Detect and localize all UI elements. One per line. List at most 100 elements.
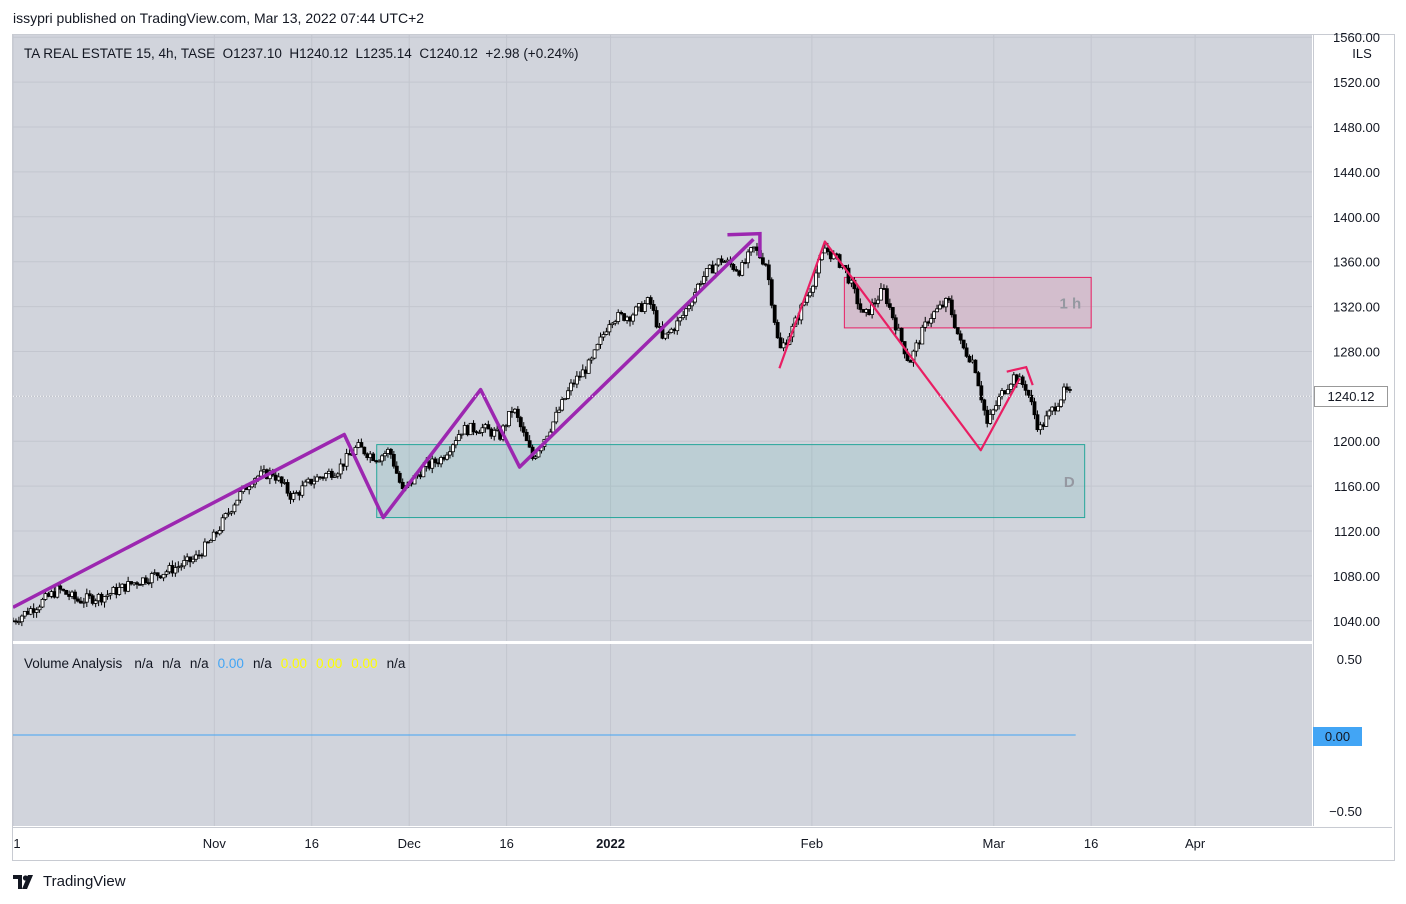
price-tick-label: 1520.00 xyxy=(1333,75,1380,90)
candle-body xyxy=(380,455,384,462)
candle-body xyxy=(135,582,139,585)
symbol-legend: TA REAL ESTATE 15, 4h, TASE O1237.10 H12… xyxy=(24,46,578,61)
candle-body xyxy=(211,531,216,541)
candle-body xyxy=(282,482,287,484)
candle-body xyxy=(504,425,508,428)
candle-body xyxy=(247,486,252,491)
candle-body xyxy=(489,428,494,437)
legend-close: C1240.12 xyxy=(419,46,478,61)
candle-body xyxy=(781,342,786,349)
candle-body xyxy=(167,565,172,573)
candle-body xyxy=(642,303,647,312)
candle-body xyxy=(814,272,818,287)
price-scale[interactable] xyxy=(1313,35,1393,826)
legend-low: L1235.14 xyxy=(355,46,412,61)
candle-body xyxy=(108,593,113,596)
candle-body xyxy=(622,313,627,321)
candle-body xyxy=(929,318,934,324)
candle-body xyxy=(985,409,990,424)
candle-body xyxy=(887,303,892,308)
candle-body xyxy=(1020,376,1025,385)
candle-body xyxy=(123,583,128,592)
candle-body xyxy=(766,264,771,281)
candle-body xyxy=(149,573,154,584)
volume-legend: Volume Analysis n/a n/a n/a 0.00 n/a 0.00 0.00 0… xyxy=(24,656,423,671)
candle-body xyxy=(1050,406,1055,412)
zone-box xyxy=(376,444,1086,519)
candle-body xyxy=(873,302,877,305)
candle-body xyxy=(616,312,621,322)
candle-body xyxy=(867,309,872,315)
candle-body xyxy=(300,485,305,496)
candle-body xyxy=(25,610,30,615)
candle-body xyxy=(442,457,446,460)
candle-body xyxy=(341,463,346,467)
volume-value-label: 0.00 xyxy=(1313,727,1362,746)
candle-body xyxy=(49,591,54,597)
candle-body xyxy=(58,585,63,590)
candle-body xyxy=(164,571,169,575)
candle-body xyxy=(1044,415,1049,427)
candle-body xyxy=(876,299,880,304)
candle-body xyxy=(1068,389,1072,391)
candle-body xyxy=(899,327,904,342)
candle-body xyxy=(648,297,653,305)
candle-body xyxy=(205,541,210,544)
candle-body xyxy=(76,598,80,602)
candle-body xyxy=(861,309,866,313)
candle-body xyxy=(386,448,390,454)
candle-body xyxy=(194,554,198,560)
candle-body xyxy=(896,327,901,331)
volume-legend-value: 0.00 xyxy=(351,656,378,671)
candle-body xyxy=(111,587,116,594)
candle-body xyxy=(737,270,742,276)
trend-line-purple-trend xyxy=(13,237,755,609)
candle-body xyxy=(589,357,594,361)
candle-body xyxy=(955,327,960,335)
candle-body xyxy=(312,480,317,485)
volume-legend-value: 0.00 xyxy=(316,656,343,671)
candle-body xyxy=(324,473,328,479)
candle-body xyxy=(769,279,774,306)
footer-brand[interactable]: TradingView xyxy=(13,873,126,890)
candle-body xyxy=(388,448,393,455)
candle-body xyxy=(713,264,718,274)
main-plot-group xyxy=(13,35,1312,641)
candle-body xyxy=(645,297,650,305)
price-tick-label: 1440.00 xyxy=(1333,165,1380,180)
candle-body xyxy=(961,339,966,349)
price-tick-label: 1320.00 xyxy=(1333,300,1380,315)
candle-body xyxy=(991,409,996,415)
candle-body xyxy=(232,504,237,513)
candle-body xyxy=(926,321,931,324)
candle-body xyxy=(105,594,110,597)
candle-body xyxy=(808,291,813,297)
volume-legend-value: n/a xyxy=(162,656,181,671)
candle-body xyxy=(752,246,756,249)
candle-body xyxy=(448,451,452,456)
candle-body xyxy=(704,268,709,277)
price-tick-label: 1120.00 xyxy=(1334,524,1380,539)
candle-body xyxy=(678,317,683,322)
candle-body xyxy=(967,355,972,363)
candle-body xyxy=(527,440,532,448)
time-scale[interactable] xyxy=(13,827,1392,859)
candle-body xyxy=(120,583,125,588)
candle-body xyxy=(344,453,349,467)
time-tick-label: 16 xyxy=(499,836,513,851)
candle-body xyxy=(474,431,479,434)
candle-body xyxy=(634,306,638,316)
candle-body xyxy=(362,446,367,455)
candle-body xyxy=(920,326,925,345)
candle-body xyxy=(13,620,15,623)
candle-body xyxy=(554,411,559,423)
candle-body xyxy=(518,417,523,428)
candle-body xyxy=(551,421,556,433)
candle-body xyxy=(822,247,827,254)
candle-body xyxy=(577,375,582,378)
trend-line-pink-zigzag xyxy=(778,240,1021,452)
candle-body xyxy=(941,304,945,308)
candle-body xyxy=(964,347,969,357)
trend-arrow-pink-zigzag xyxy=(1006,365,1034,386)
candle-body xyxy=(569,382,573,392)
